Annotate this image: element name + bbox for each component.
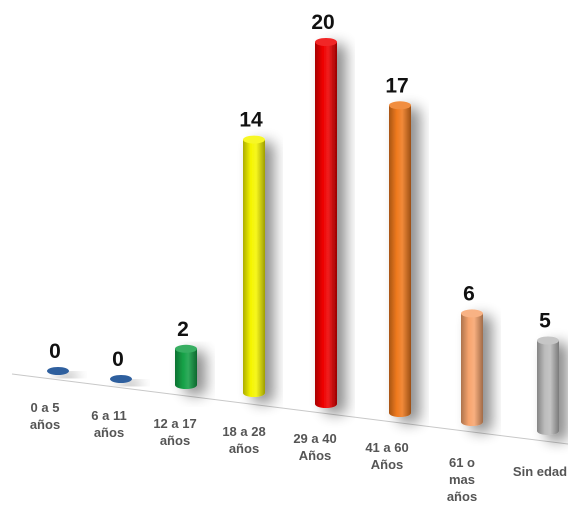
bar-top [243, 135, 265, 144]
value-labels-layer: 0 0 2 14 20 17 6 5 [49, 11, 551, 371]
bar-body [537, 340, 559, 435]
value-label: 14 [239, 109, 263, 132]
value-label: 2 [177, 318, 189, 341]
bar-body [461, 313, 483, 426]
bar-top [389, 101, 411, 110]
bar-body [315, 42, 337, 408]
bar-top [47, 367, 69, 375]
baseline [11, 373, 568, 445]
category-label: 18 a 28 años [222, 424, 265, 456]
bar-2 [175, 344, 197, 389]
category-label: 12 a 17 años [153, 416, 196, 448]
category-label: 41 a 60 Años [365, 440, 408, 472]
category-label: Sin edad [513, 464, 567, 479]
value-label: 0 [49, 340, 61, 363]
bar-body [175, 348, 197, 389]
bars-layer [47, 38, 559, 435]
bar-0 [47, 367, 69, 375]
bar-3 [243, 135, 265, 397]
bar-top [175, 344, 197, 353]
bar-top [461, 309, 483, 318]
value-label: 0 [112, 348, 124, 371]
bar-top [315, 38, 337, 46]
tick-labels-layer: 0 a 5 años 6 a 11 años 12 a 17 años 18 a 28 año… [30, 400, 567, 504]
category-label: 6 a 11 años [91, 408, 126, 440]
value-label: 20 [311, 11, 334, 34]
bar-1 [110, 375, 132, 383]
value-label: 6 [463, 282, 475, 305]
bar-top [110, 375, 132, 383]
value-label: 5 [539, 310, 551, 333]
bar-5 [389, 101, 411, 418]
category-label: 29 a 40 Años [293, 431, 336, 463]
value-label: 17 [385, 74, 408, 97]
bar-6 [461, 309, 483, 426]
category-label: 0 a 5 años [30, 400, 60, 432]
bar-7 [537, 336, 559, 435]
bar-4 [315, 38, 337, 408]
bar-top [537, 336, 559, 345]
bar-body [389, 105, 411, 418]
bar-body [243, 139, 265, 397]
category-label: 61 o mas años [447, 455, 477, 504]
